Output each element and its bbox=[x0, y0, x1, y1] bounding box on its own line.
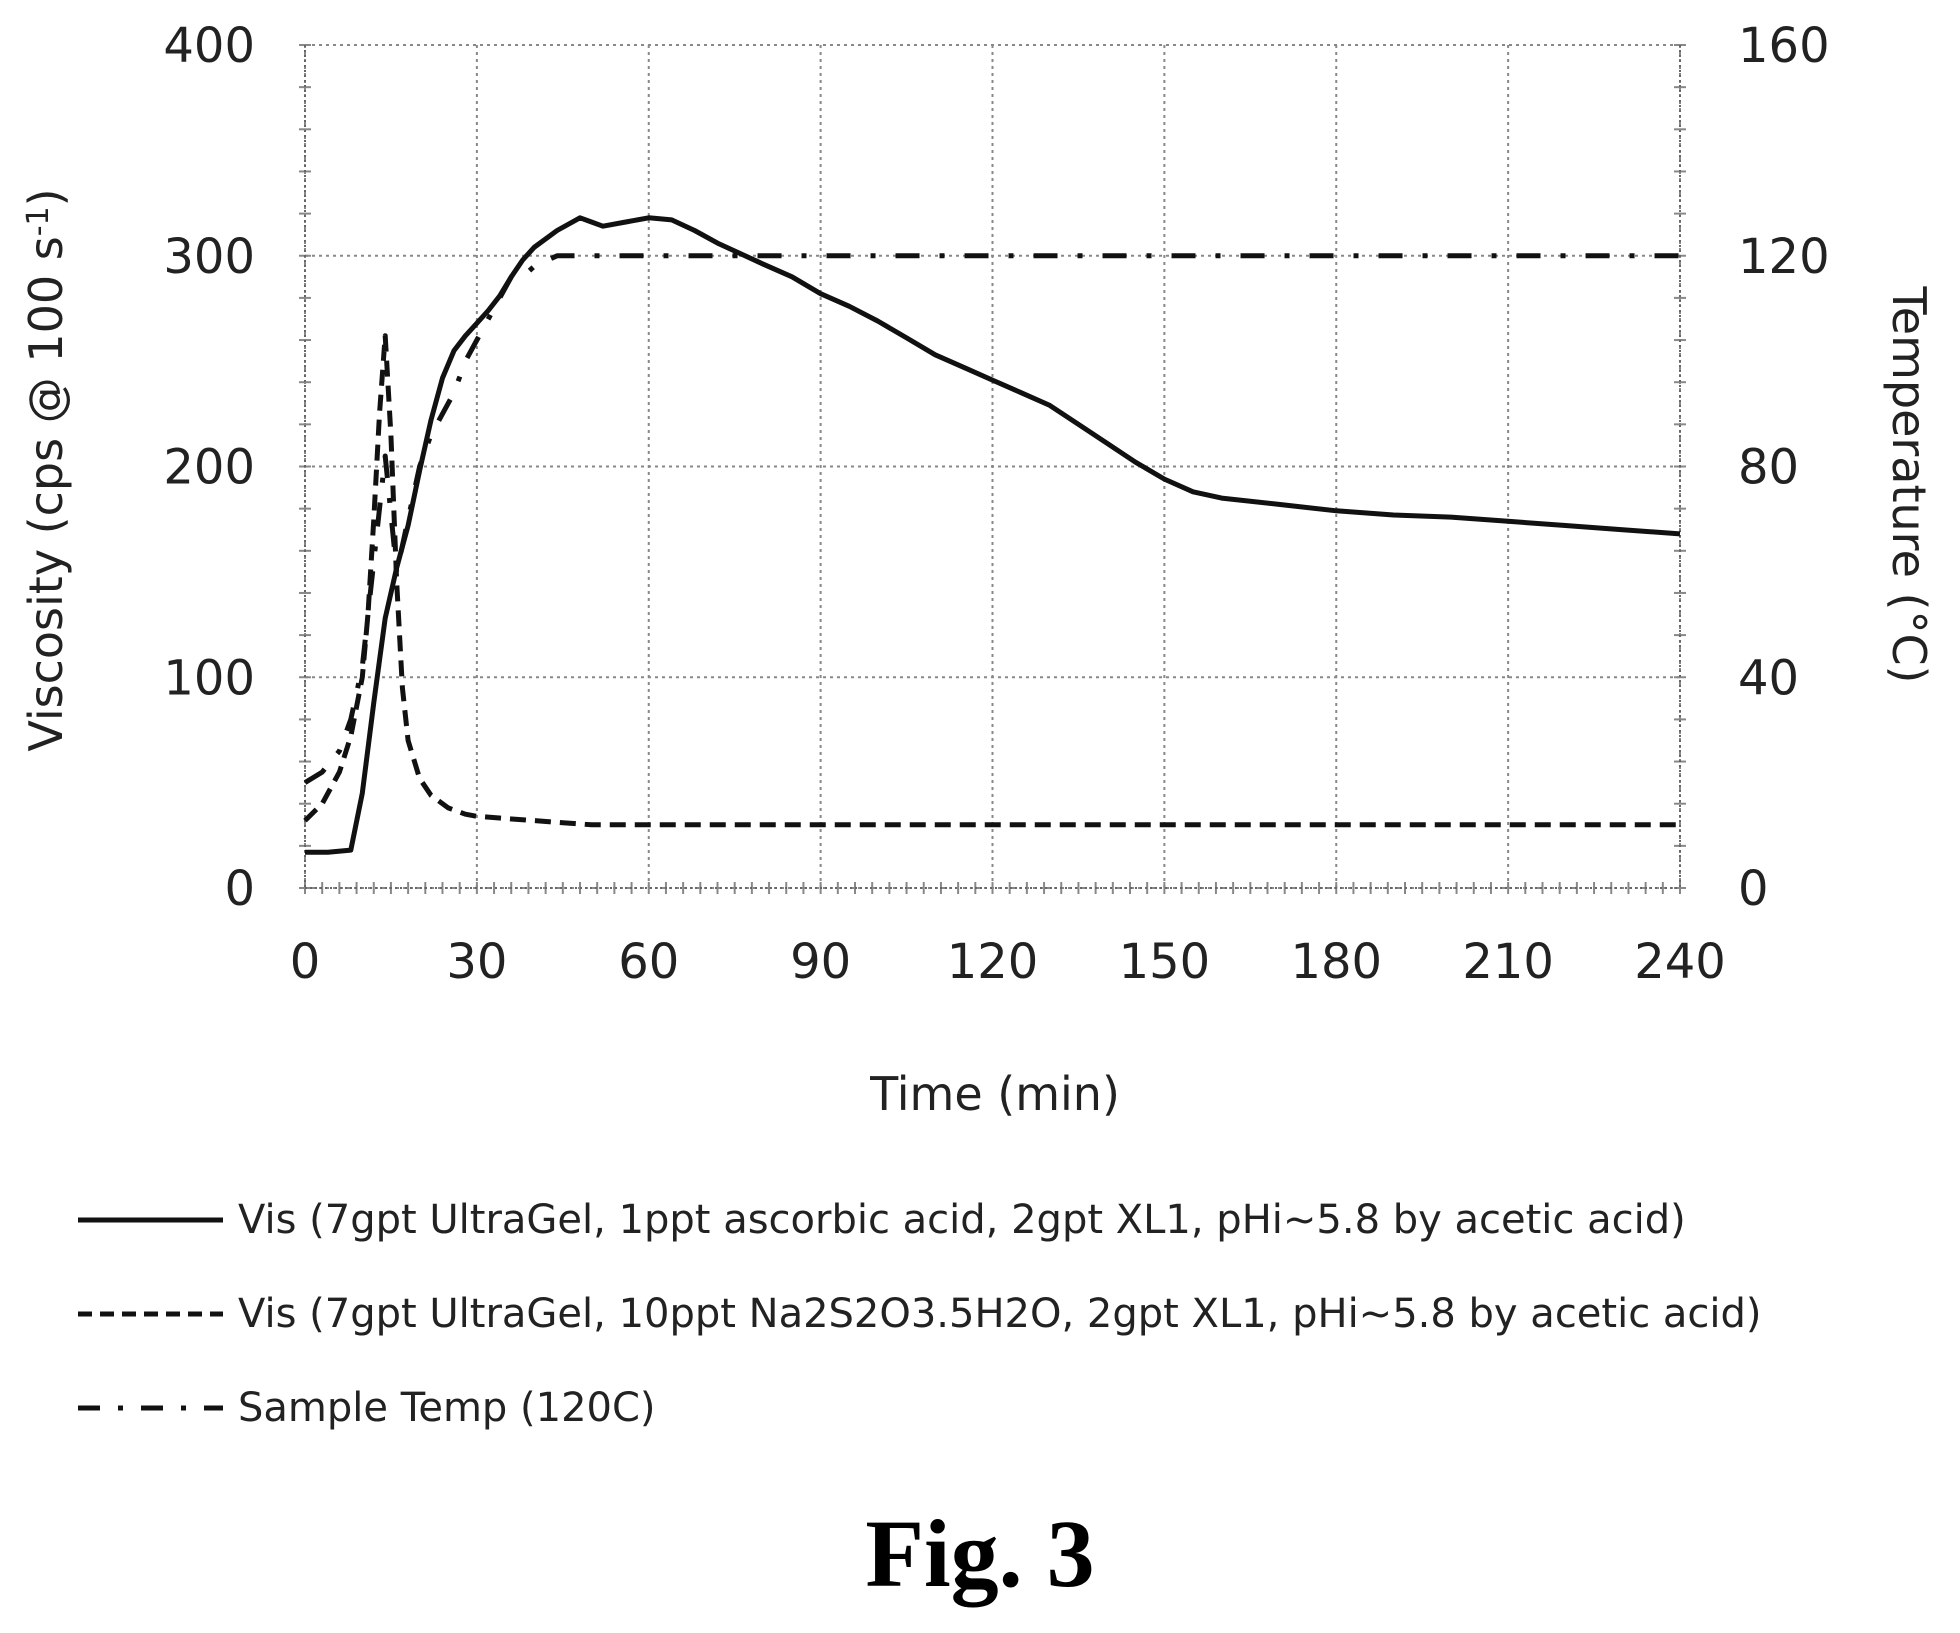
legend-label-ascorbic: Vis (7gpt UltraGel, 1ppt ascorbic acid, … bbox=[238, 1197, 1686, 1243]
plot-frame bbox=[299, 44, 1686, 894]
y2-tick-label-4: 160 bbox=[1738, 18, 1830, 74]
x-tick-label-4: 120 bbox=[947, 934, 1039, 990]
y2-tick-label-3: 120 bbox=[1738, 229, 1830, 285]
y-tick-labels: 0 100 200 300 400 bbox=[163, 18, 255, 917]
x-tick-label-8: 240 bbox=[1634, 934, 1726, 990]
x-tick-label-5: 150 bbox=[1119, 934, 1211, 990]
legend: Vis (7gpt UltraGel, 1ppt ascorbic acid, … bbox=[78, 1190, 1938, 1472]
y2-axis-title: Temperature (°C) bbox=[1882, 285, 1936, 683]
y-axis-title-superscript: -1 bbox=[21, 206, 56, 236]
x-tick-label-1: 30 bbox=[446, 934, 507, 990]
y-tick-label-1: 100 bbox=[163, 650, 255, 706]
legend-label-sample-temp: Sample Temp (120C) bbox=[238, 1385, 656, 1431]
series-group bbox=[303, 215, 1681, 855]
y-axis-title-close: ) bbox=[19, 188, 73, 206]
x-tick-label-0: 0 bbox=[290, 934, 321, 990]
figure-caption: Fig. 3 bbox=[865, 1500, 1095, 1607]
x-tick-label-7: 210 bbox=[1462, 934, 1554, 990]
x-tick-label-6: 180 bbox=[1290, 934, 1382, 990]
y-axis-title-main: Viscosity (cps @ 100 s bbox=[19, 236, 73, 751]
y-tick-label-2: 200 bbox=[163, 440, 255, 496]
y-tick-label-0: 0 bbox=[224, 861, 255, 917]
series-line-solid bbox=[305, 215, 1681, 855]
legend-item-sample-temp: Sample Temp (120C) bbox=[78, 1378, 1938, 1438]
x-tick-label-2: 60 bbox=[618, 934, 679, 990]
y-tick-label-3: 300 bbox=[163, 229, 255, 285]
series-line-dashdot bbox=[303, 253, 1680, 785]
y-tick-label-4: 400 bbox=[163, 18, 255, 74]
y-axis-title: Viscosity (cps @ 100 s-1) bbox=[19, 188, 73, 751]
legend-item-thiosulfate: Vis (7gpt UltraGel, 10ppt Na2S2O3.5H2O, … bbox=[78, 1284, 1938, 1344]
legend-swatch-dashdot bbox=[78, 1405, 223, 1411]
grid bbox=[304, 44, 1681, 889]
y2-tick-label-1: 40 bbox=[1738, 650, 1799, 706]
legend-swatch-solid bbox=[78, 1217, 223, 1223]
chart-svg: 0 30 60 90 120 150 180 210 240 0 100 200 300 400 0 40… bbox=[19, 18, 1936, 1121]
y2-tick-label-2: 80 bbox=[1738, 440, 1799, 496]
y2-tick-labels: 0 40 80 120 160 bbox=[1738, 18, 1830, 917]
legend-label-thiosulfate: Vis (7gpt UltraGel, 10ppt Na2S2O3.5H2O, … bbox=[238, 1291, 1762, 1337]
x-tick-labels: 0 30 60 90 120 150 180 210 240 bbox=[290, 934, 1726, 990]
series-line-dashed bbox=[303, 333, 1680, 828]
x-tick-label-3: 90 bbox=[790, 934, 851, 990]
legend-item-ascorbic: Vis (7gpt UltraGel, 1ppt ascorbic acid, … bbox=[78, 1190, 1938, 1250]
legend-swatch-dashed bbox=[78, 1311, 223, 1317]
y2-tick-label-0: 0 bbox=[1738, 861, 1769, 917]
x-axis-title: Time (min) bbox=[869, 1067, 1120, 1121]
